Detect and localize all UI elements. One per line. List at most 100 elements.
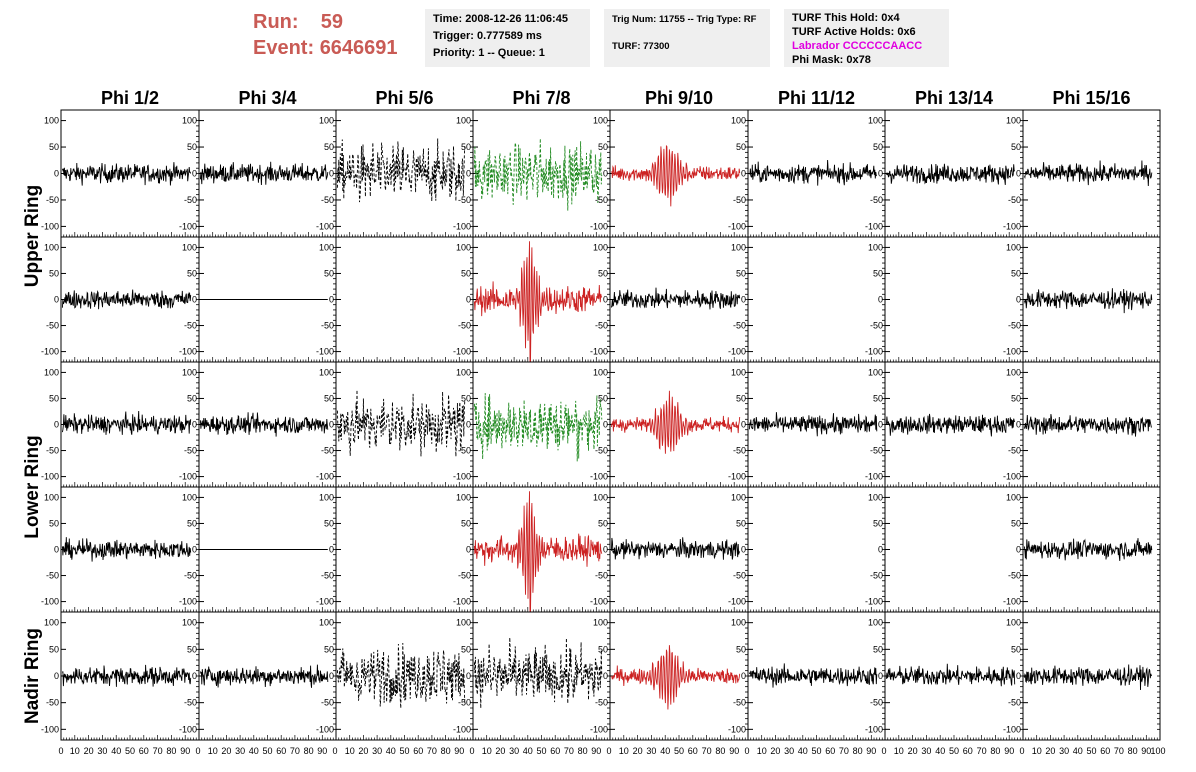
y-tick-label-r1-c3-1: 50 [324, 142, 334, 152]
x-tick-label-c1-end: 0 [195, 746, 200, 756]
y-tick-label-r4-c6-3: -50 [733, 571, 746, 581]
x-tick-label-c8-60: 60 [1100, 746, 1110, 756]
y-tick-label-r1-c1-4: -100 [41, 221, 59, 231]
waveform-r5-c1 [61, 664, 192, 687]
y-tick-label-r1-c1-0: 100 [44, 116, 59, 126]
x-tick-label-c3-60: 60 [413, 746, 423, 756]
y-tick-label-r4-c1-2: 0 [54, 545, 59, 555]
y-tick-label-r3-c3-1: 50 [324, 393, 334, 403]
y-tick-label-r5-c5-4: -100 [590, 724, 608, 734]
y-tick-label-r3-c3-4: -100 [316, 472, 334, 482]
x-tick-label-c4-40: 40 [523, 746, 533, 756]
x-tick-label-c2-30: 30 [235, 746, 245, 756]
y-tick-label-r4-c3-0: 100 [319, 492, 334, 502]
y-tick-label-r5-c2-4: -100 [179, 724, 197, 734]
y-tick-label-r3-c2-3: -50 [184, 446, 197, 456]
x-tick-label-c2-20: 20 [221, 746, 231, 756]
y-tick-label-r4-c7-0: 100 [868, 492, 883, 502]
y-tick-label-r4-c1-3: -50 [46, 571, 59, 581]
waveform-r4-c4 [473, 491, 603, 612]
x-tick-label-c6-90: 90 [866, 746, 876, 756]
y-tick-label-r4-c7-2: 0 [878, 545, 883, 555]
y-tick-label-r3-c5-3: -50 [595, 446, 608, 456]
x-tick-label-c3-30: 30 [372, 746, 382, 756]
x-tick-label-c8-10: 10 [1032, 746, 1042, 756]
y-tick-label-r1-c2-0: 100 [182, 116, 197, 126]
x-tick-label-c5-40: 40 [660, 746, 670, 756]
y-tick-label-r2-c1-1: 50 [49, 268, 59, 278]
waveform-r1-c5 [611, 145, 741, 207]
y-tick-label-r1-c3-3: -50 [321, 195, 334, 205]
panel-frame-r1-c1 [60, 109, 200, 238]
y-tick-label-r3-c5-0: 100 [593, 367, 608, 377]
waveform-r3-c3 [336, 389, 466, 457]
y-tick-label-r5-c3-4: -100 [316, 724, 334, 734]
y-tick-label-r5-c7-3: -50 [870, 698, 883, 708]
y-tick-label-r2-c4-4: -100 [453, 347, 471, 357]
y-tick-label-r5-c2-0: 100 [182, 618, 197, 628]
turf-text: TURF: 77300 [612, 41, 670, 52]
waveform-r3-c7 [885, 413, 1016, 437]
phi-mask-text: Phi Mask: 0x78 [792, 54, 871, 66]
x-tick-label-c3-40: 40 [386, 746, 396, 756]
event-row: Event: 6646691 [253, 35, 398, 61]
y-tick-label-r3-c4-2: 0 [466, 420, 471, 430]
x-tick-label-c2-50: 50 [262, 746, 272, 756]
y-tick-label-r3-c7-4: -100 [865, 472, 883, 482]
y-tick-label-r5-c4-2: 0 [466, 671, 471, 681]
waveform-r5-c5 [610, 645, 741, 710]
y-tick-label-r2-c8-3: -50 [1008, 321, 1021, 331]
y-tick-label-r2-c5-3: -50 [595, 321, 608, 331]
waveform-r2-c1 [61, 289, 192, 310]
run-event-block: Run: 59 Event: 6646691 [253, 9, 398, 61]
column-title-6: Phi 11/12 [778, 88, 855, 108]
x-tick-label-c7-20: 20 [908, 746, 918, 756]
turf-info-box: TURF This Hold: 0x4 TURF Active Holds: 0… [784, 9, 949, 67]
panel-frame-r4-c3 [335, 486, 474, 613]
waveform-grid-chart: Phi 1/2 Phi 3/4 Phi 5/6 Phi 7/8 Phi 9/10 Phi … [22, 88, 1166, 756]
x-tick-label-c8-end: 100 [1150, 746, 1165, 756]
y-tick-label-r3-c6-3: -50 [733, 446, 746, 456]
waveform-r2-c4 [473, 241, 603, 362]
y-tick-label-r2-c6-4: -100 [728, 347, 746, 357]
panel-frame-r2-c6 [747, 236, 886, 363]
y-tick-label-r3-c8-0: 100 [1006, 367, 1021, 377]
y-tick-label-r1-c4-3: -50 [458, 195, 471, 205]
x-tick-label-c3-end: 0 [469, 746, 474, 756]
waveform-r3-c2 [199, 412, 329, 437]
y-tick-label-r5-c8-1: 50 [1011, 644, 1021, 654]
waveform-r1-c1 [61, 162, 192, 186]
x-tick-label-c4-20: 20 [495, 746, 505, 756]
y-tick-label-r4-c5-0: 100 [593, 492, 608, 502]
panel-frame-r2-c3 [335, 236, 474, 363]
y-tick-label-r4-c2-4: -100 [179, 597, 197, 607]
y-tick-label-r4-c2-3: -50 [184, 571, 197, 581]
x-tick-label-c1-0: 0 [58, 746, 63, 756]
y-tick-label-r3-c1-3: -50 [46, 446, 59, 456]
y-tick-label-r5-c1-0: 100 [44, 618, 59, 628]
y-tick-label-r5-c8-3: -50 [1008, 698, 1021, 708]
y-tick-label-r5-c6-0: 100 [731, 618, 746, 628]
waveform-r1-c8 [1023, 160, 1153, 187]
y-tick-label-r4-c8-1: 50 [1011, 518, 1021, 528]
x-tick-label-c6-20: 20 [770, 746, 780, 756]
x-tick-label-c1-20: 20 [84, 746, 94, 756]
y-tick-label-r3-c1-1: 50 [49, 393, 59, 403]
x-tick-label-c6-10: 10 [757, 746, 767, 756]
x-tick-label-c5-30: 30 [646, 746, 656, 756]
y-tick-label-r1-c2-3: -50 [184, 195, 197, 205]
y-tick-label-r2-c7-0: 100 [868, 242, 883, 252]
y-tick-label-r2-c3-3: -50 [321, 321, 334, 331]
y-tick-label-r4-c4-0: 100 [456, 492, 471, 502]
x-tick-label-c5-10: 10 [619, 746, 629, 756]
y-tick-label-r1-c1-2: 0 [54, 169, 59, 179]
x-tick-label-c2-40: 40 [249, 746, 259, 756]
y-tick-label-r2-c7-4: -100 [865, 347, 883, 357]
x-tick-label-c6-30: 30 [784, 746, 794, 756]
x-tick-label-c6-60: 60 [825, 746, 835, 756]
y-tick-label-r4-c4-1: 50 [461, 518, 471, 528]
x-tick-label-c6-40: 40 [798, 746, 808, 756]
y-tick-label-r2-c3-4: -100 [316, 347, 334, 357]
y-tick-label-r3-c8-2: 0 [1016, 420, 1021, 430]
x-tick-label-c1-40: 40 [111, 746, 121, 756]
